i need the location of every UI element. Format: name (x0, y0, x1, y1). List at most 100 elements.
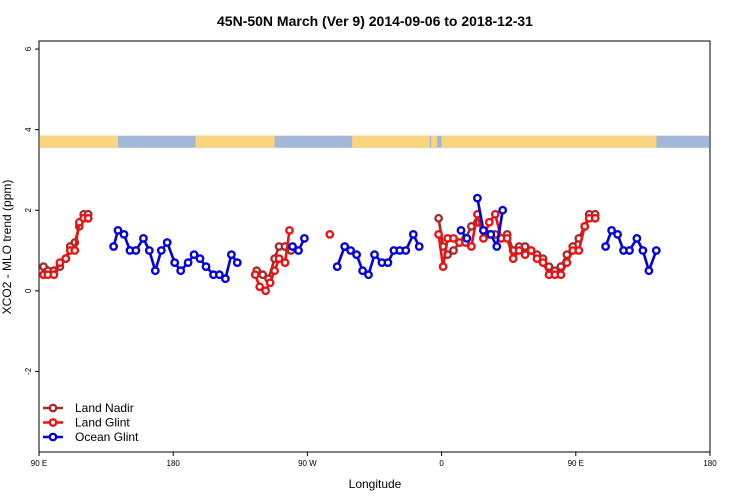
y-axis: -2 0 2 4 6 (24, 46, 39, 375)
land-glint-point (562, 258, 572, 267)
y-tick-label: 4 (24, 127, 33, 132)
ocean-glint-point (462, 233, 472, 243)
x-tick-label: 90 E (568, 459, 584, 468)
ocean-glint-point (498, 205, 508, 215)
series-layer (39, 193, 661, 296)
x-axis-title: Longitude (349, 477, 402, 491)
x-tick-label: 0 (439, 459, 444, 468)
y-tick-label: 2 (24, 207, 33, 212)
land-glint-point (434, 229, 443, 239)
ocean-glint-point (332, 262, 342, 271)
y-tick-label: -2 (24, 367, 33, 375)
legend-label-land-nadir: Land Nadir (75, 401, 134, 415)
land-glint-point (265, 278, 275, 288)
land-glint-point (520, 250, 530, 260)
land-glint-point (449, 233, 458, 243)
land-glint-point (55, 258, 65, 267)
ocean-glint-point (183, 258, 193, 267)
ocean-glint-point (492, 242, 502, 251)
land-nadir-point (520, 242, 530, 251)
legend-label-land-glint: Land Glint (75, 416, 130, 430)
ocean-glint-point (401, 246, 411, 255)
ocean-glint-point (346, 246, 355, 255)
ocean-glint-point (358, 266, 367, 276)
land-ocean-band (40, 135, 709, 148)
land-glint-point (280, 258, 290, 267)
land-glint-point (255, 282, 265, 292)
land-glint-point (325, 229, 335, 239)
legend-marker-ocean-glint (48, 432, 58, 442)
land-glint-point (270, 266, 279, 276)
ocean-glint-point (119, 229, 129, 239)
land-glint-point (83, 213, 93, 223)
ocean-glint-point (156, 246, 166, 255)
ocean-glint-point (364, 270, 373, 280)
ocean-glint-point (150, 266, 160, 276)
ocean-glint-point (226, 250, 236, 260)
x-axis: 90 E 180 90 W 0 90 E 180 (31, 452, 717, 468)
land-glint-point (478, 233, 488, 243)
ocean-glint-point (601, 242, 610, 251)
ocean-glint-point (294, 246, 303, 255)
legend-marker-land-glint (48, 418, 58, 427)
ocean-glint-point (138, 233, 148, 243)
x-tick-label: 90 E (31, 459, 47, 468)
land-glint-point (49, 270, 59, 280)
ocean-glint-point (176, 266, 186, 276)
land-glint-point (438, 262, 448, 271)
ocean-glint-point (189, 250, 199, 260)
series-land-glint (39, 209, 600, 296)
land-glint-point (514, 246, 524, 255)
x-tick-label: 180 (703, 459, 717, 468)
legend-label-ocean-glint: Ocean Glint (75, 430, 139, 444)
ocean-glint-point (352, 250, 361, 260)
ocean-glint-point (414, 242, 424, 251)
land-glint-point (274, 254, 284, 264)
land-glint-point (484, 217, 494, 227)
land-segment (352, 135, 430, 148)
land-glint-point (508, 254, 518, 264)
ocean-glint-point (340, 242, 350, 251)
ocean-glint-point (644, 266, 654, 276)
land-glint-point (250, 270, 260, 280)
land-glint-point (466, 242, 476, 251)
land-segment (40, 135, 119, 148)
ocean-glint-point (383, 258, 393, 267)
ocean-glint-point (456, 225, 466, 235)
y-axis-title: XCO2 - MLO trend (ppm) (0, 180, 14, 315)
ocean-glint-point (288, 242, 297, 251)
ocean-glint-point (625, 246, 634, 255)
land-segment (195, 135, 275, 148)
land-glint-point (556, 270, 566, 280)
series-ocean-glint (109, 193, 661, 284)
ocean-glint-point (109, 242, 119, 251)
x-tick-label: 180 (167, 459, 181, 468)
ocean-glint-point (220, 274, 230, 284)
land-glint-point (490, 209, 500, 219)
ocean-glint-point (144, 246, 154, 255)
plot-frame (38, 40, 711, 453)
ocean-glint-point (478, 225, 488, 235)
ocean-glint-point (162, 238, 172, 247)
ocean-glint-point (131, 246, 141, 255)
land-glint-point (532, 254, 542, 264)
land-nadir-point (434, 213, 443, 223)
ocean-glint-point (651, 246, 661, 255)
land-glint-point (502, 233, 512, 243)
x-tick-label: 90 W (298, 459, 317, 468)
ocean-glint-point (232, 258, 242, 267)
land-glint-point (574, 246, 584, 255)
ocean-glint-point (486, 229, 496, 239)
ocean-glint-point (214, 270, 224, 280)
land-glint-point (61, 254, 71, 264)
land-segment (431, 135, 438, 148)
land-segment (441, 135, 657, 148)
legend-marker-land-nadir (48, 403, 58, 413)
ocean-glint-point (613, 229, 622, 239)
land-glint-point (70, 246, 80, 255)
ocean-glint-point (370, 250, 379, 260)
land-glint-point (285, 225, 294, 235)
y-tick-label: 0 (24, 288, 33, 293)
